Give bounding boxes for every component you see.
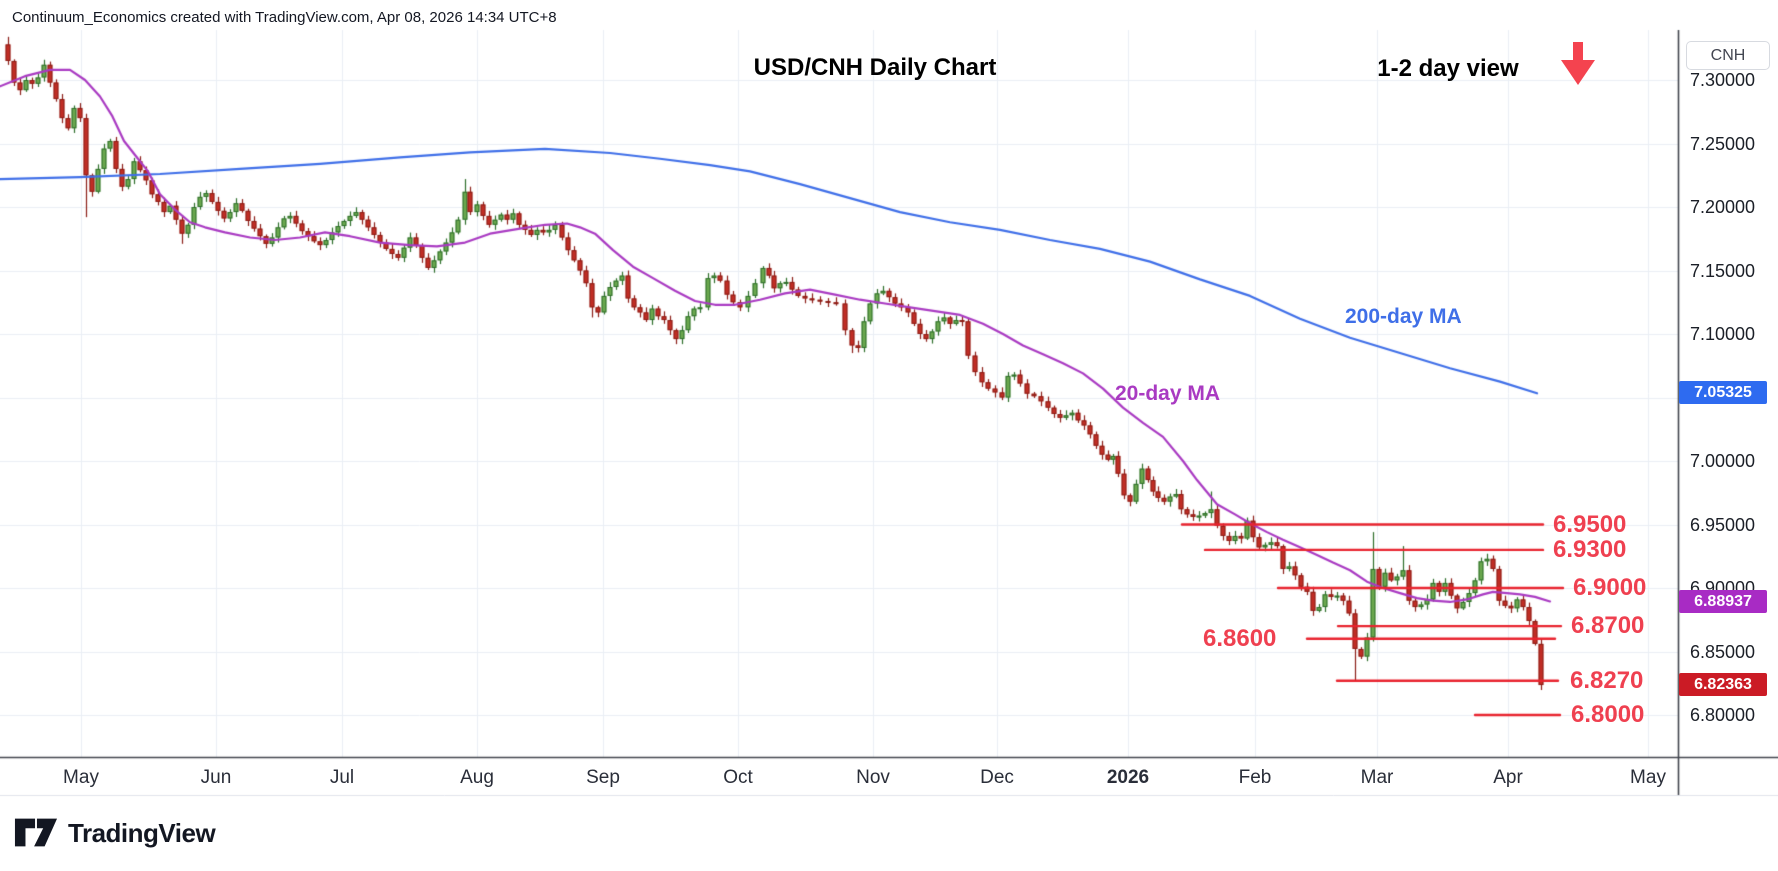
time-tick-label: Apr	[1493, 767, 1523, 788]
time-tick-label: May	[1630, 767, 1666, 788]
level-label: 6.8270	[1570, 666, 1644, 694]
time-tick-label: Sep	[586, 767, 620, 788]
page-title: USD/CNH Daily Chart	[753, 54, 997, 81]
time-tick-label: Nov	[856, 767, 890, 788]
attribution-text: Continuum_Economics created with Trading…	[12, 9, 557, 26]
ma-label: 20-day MA	[1115, 382, 1221, 405]
price-tick-label: 7.10000	[1690, 324, 1756, 344]
time-tick-label: Aug	[460, 767, 494, 788]
time-tick-label: May	[63, 767, 99, 788]
down-arrow-icon	[1556, 38, 1600, 88]
level-label: 6.8000	[1571, 701, 1645, 728]
time-tick-label: Feb	[1238, 767, 1272, 788]
price-tick-label: 6.85000	[1690, 641, 1756, 662]
price-badge: 7.05325	[1679, 381, 1767, 405]
price-tick-label: 6.80000	[1690, 705, 1756, 725]
price-badge: 6.88937	[1679, 589, 1767, 613]
price-tick-label: 7.00000	[1690, 451, 1756, 471]
price-tick-label: 6.95000	[1690, 514, 1756, 535]
time-tick-label: 2026	[1106, 767, 1150, 788]
time-tick-label: Oct	[723, 767, 753, 788]
time-tick-label: Jun	[200, 767, 232, 788]
symbol-box: CNH	[1686, 41, 1770, 70]
level-label: 6.8600	[1203, 624, 1277, 652]
ma-label: 200-day MA	[1345, 305, 1462, 328]
time-tick-label: Jul	[329, 767, 355, 788]
price-tick-label: 7.20000	[1690, 197, 1756, 217]
tradingview-logo-icon	[14, 818, 58, 847]
level-label: 6.9500	[1553, 510, 1627, 538]
tradingview-logo[interactable]: TradingView	[14, 816, 216, 850]
price-tick-label: 7.15000	[1690, 260, 1756, 281]
price-tick-label: 7.25000	[1690, 133, 1756, 154]
level-label: 6.9300	[1553, 535, 1627, 563]
price-badge: 6.82363	[1679, 672, 1767, 696]
time-tick-label: Dec	[980, 767, 1014, 788]
level-label: 6.8700	[1571, 612, 1645, 640]
tradingview-logo-text: TradingView	[68, 817, 216, 848]
time-tick-label: Mar	[1360, 767, 1394, 788]
level-label: 6.9000	[1573, 574, 1647, 601]
price-tick-label: 7.30000	[1690, 70, 1756, 90]
view-note-text: 1-2 day view	[1377, 55, 1519, 82]
